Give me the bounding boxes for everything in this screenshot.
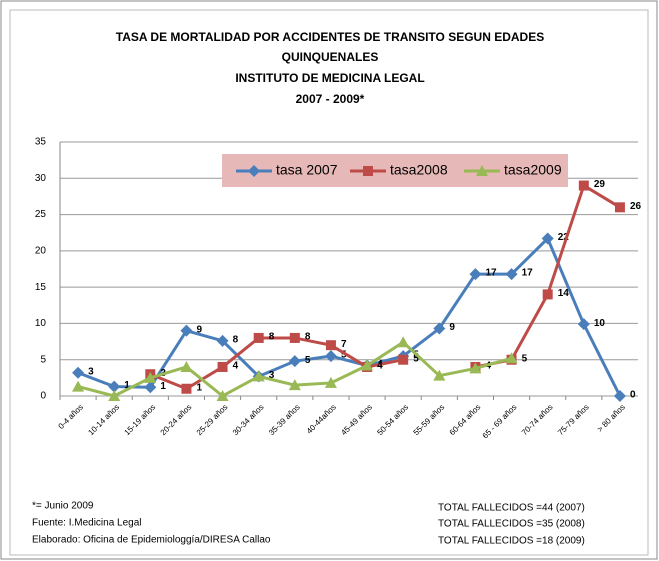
marker bbox=[469, 362, 482, 374]
marker bbox=[217, 361, 228, 372]
data-label: 8 bbox=[269, 332, 275, 343]
marker bbox=[614, 202, 625, 213]
marker bbox=[476, 165, 488, 176]
marker bbox=[578, 180, 589, 191]
y-tick-label: 25 bbox=[35, 209, 47, 220]
marker bbox=[72, 380, 85, 392]
marker bbox=[361, 359, 374, 371]
marker bbox=[180, 324, 193, 337]
marker bbox=[181, 383, 192, 394]
y-tick-label: 5 bbox=[40, 354, 46, 365]
marker bbox=[216, 334, 229, 347]
marker bbox=[505, 268, 518, 281]
marker bbox=[505, 352, 518, 364]
data-label: 3 bbox=[269, 370, 275, 381]
marker bbox=[577, 318, 590, 331]
marker bbox=[542, 289, 553, 300]
marker bbox=[288, 355, 301, 368]
marker bbox=[108, 390, 121, 401]
note: *= Junio 2009 bbox=[32, 501, 94, 512]
y-tick-label: 10 bbox=[35, 318, 47, 329]
data-label: 5 bbox=[305, 355, 311, 366]
data-label: 22 bbox=[558, 232, 570, 243]
marker bbox=[433, 369, 446, 381]
marker bbox=[325, 340, 336, 351]
marker bbox=[363, 166, 373, 176]
marker bbox=[289, 332, 300, 343]
total: TOTAL FALLECIDOS =18 (2009) bbox=[438, 536, 585, 547]
marker bbox=[216, 390, 229, 401]
legend-label: tasa2009 bbox=[504, 162, 562, 178]
total: TOTAL FALLECIDOS =44 (2007) bbox=[438, 503, 585, 514]
data-label: 9 bbox=[196, 324, 202, 335]
note: Elaborado: Oficina de Epidemiologgía/DIR… bbox=[32, 535, 271, 546]
marker bbox=[288, 379, 301, 391]
data-label: 9 bbox=[449, 322, 455, 333]
total: TOTAL FALLECIDOS =35 (2008) bbox=[438, 519, 585, 530]
data-label: 17 bbox=[522, 268, 534, 279]
title: QUINQUENALES bbox=[282, 50, 379, 64]
y-tick-label: 30 bbox=[35, 173, 47, 184]
legend-label: tasa 2007 bbox=[276, 162, 338, 178]
data-label: 0 bbox=[630, 390, 636, 401]
title: 2007 - 2009* bbox=[296, 92, 365, 106]
marker bbox=[469, 268, 482, 281]
y-tick-label: 20 bbox=[35, 245, 47, 256]
marker bbox=[253, 332, 264, 343]
marker bbox=[541, 232, 554, 245]
y-tick-label: 15 bbox=[35, 282, 47, 293]
data-label: 10 bbox=[594, 318, 606, 329]
marker bbox=[433, 322, 446, 335]
y-tick-label: 35 bbox=[35, 137, 47, 148]
marker bbox=[180, 360, 193, 372]
legend-box bbox=[222, 154, 568, 187]
data-label: 14 bbox=[558, 288, 570, 299]
title: TASA DE MORTALIDAD POR ACCIDENTES DE TRA… bbox=[116, 30, 544, 44]
data-label: 8 bbox=[233, 334, 239, 345]
marker bbox=[144, 371, 157, 383]
marker bbox=[398, 354, 409, 365]
title: INSTITUTO DE MEDICINA LEGAL bbox=[235, 71, 424, 85]
inner-frame bbox=[9, 9, 649, 556]
data-label: 8 bbox=[305, 332, 311, 343]
data-label: 4 bbox=[233, 361, 239, 372]
marker bbox=[248, 165, 260, 177]
marker bbox=[613, 390, 626, 402]
data-label: 5 bbox=[413, 353, 419, 364]
data-label: 1 bbox=[160, 381, 166, 392]
data-label: 5 bbox=[341, 350, 347, 361]
data-label: 29 bbox=[594, 179, 606, 190]
data-label: 5 bbox=[522, 353, 528, 364]
data-label: 1 bbox=[124, 380, 130, 391]
data-label: 7 bbox=[341, 339, 347, 350]
y-tick-label: 0 bbox=[40, 391, 46, 402]
series-line bbox=[77, 235, 622, 397]
data-label: 4 bbox=[377, 361, 383, 372]
data-label: 17 bbox=[485, 268, 497, 279]
data-label: 26 bbox=[630, 201, 642, 212]
data-label: 3 bbox=[88, 366, 94, 377]
legend-label: tasa2008 bbox=[390, 162, 448, 178]
marker bbox=[397, 336, 410, 348]
marker bbox=[324, 376, 337, 388]
note: Fuente: I.Medicina Legal bbox=[32, 518, 142, 529]
data-label: 1 bbox=[196, 382, 202, 393]
marker bbox=[324, 350, 337, 363]
marker bbox=[108, 380, 121, 393]
marker bbox=[144, 381, 157, 394]
marker bbox=[72, 366, 85, 379]
marker bbox=[252, 370, 265, 382]
